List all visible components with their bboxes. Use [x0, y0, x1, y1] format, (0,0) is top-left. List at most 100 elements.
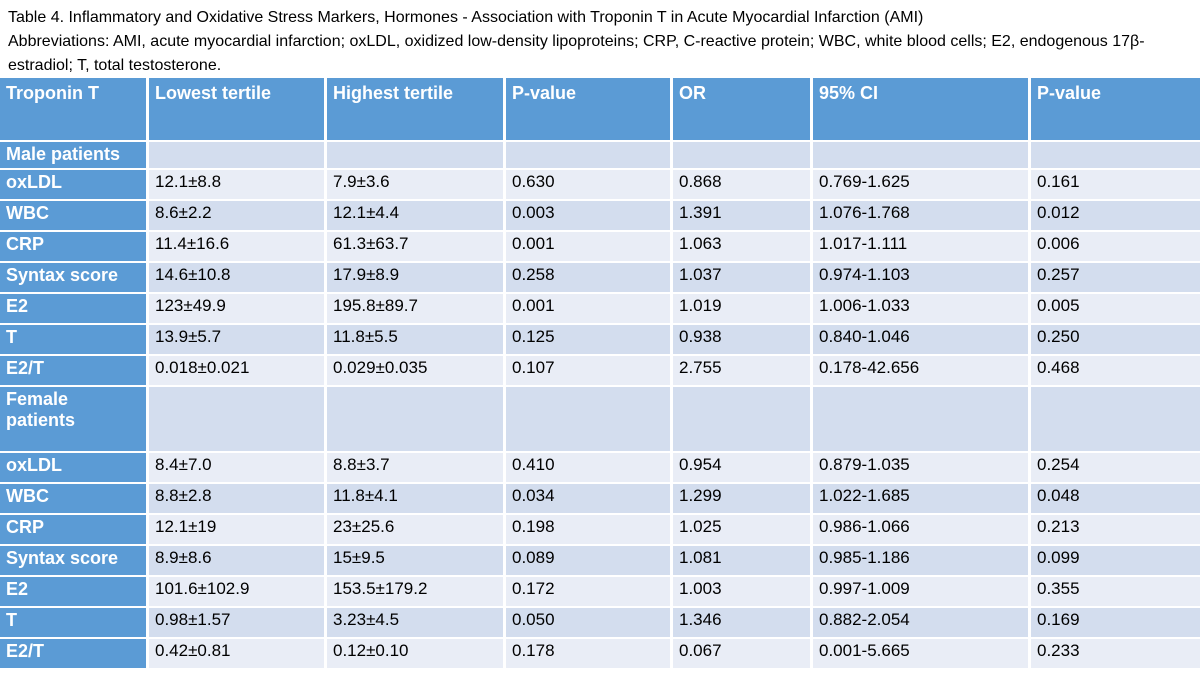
data-cell: 8.8±2.8	[149, 484, 327, 515]
data-cell: 123±49.9	[149, 294, 327, 325]
data-cell: 0.198	[506, 515, 673, 546]
empty-cell	[1031, 387, 1200, 453]
table-row-female-crp: CRP 12.1±19 23±25.6 0.198 1.025 0.986-1.…	[0, 515, 1200, 546]
data-cell: 8.6±2.2	[149, 201, 327, 232]
data-cell: 0.089	[506, 546, 673, 577]
empty-cell	[149, 387, 327, 453]
data-cell: 1.346	[673, 608, 813, 639]
data-cell: 0.882-2.054	[813, 608, 1031, 639]
data-cell: 0.213	[1031, 515, 1200, 546]
table-row-male-syntax: Syntax score 14.6±10.8 17.9±8.9 0.258 1.…	[0, 263, 1200, 294]
table-row-male-e2: E2 123±49.9 195.8±89.7 0.001 1.019 1.006…	[0, 294, 1200, 325]
column-header-or: OR	[673, 78, 813, 142]
data-cell: 1.025	[673, 515, 813, 546]
row-label: CRP	[0, 515, 149, 546]
data-cell: 0.048	[1031, 484, 1200, 515]
data-cell: 0.840-1.046	[813, 325, 1031, 356]
data-cell: 0.986-1.066	[813, 515, 1031, 546]
empty-cell	[327, 142, 506, 170]
data-cell: 0.410	[506, 453, 673, 484]
data-cell: 195.8±89.7	[327, 294, 506, 325]
data-cell: 0.257	[1031, 263, 1200, 294]
data-cell: 0.769-1.625	[813, 170, 1031, 201]
empty-cell	[673, 387, 813, 453]
table-abbreviations: Abbreviations: AMI, acute myocardial inf…	[8, 33, 1145, 74]
table-title: Table 4. Inflammatory and Oxidative Stre…	[8, 9, 924, 26]
row-label: oxLDL	[0, 170, 149, 201]
data-cell: 0.125	[506, 325, 673, 356]
row-label: Syntax score	[0, 263, 149, 294]
data-cell: 0.029±0.035	[327, 356, 506, 387]
data-cell: 0.001	[506, 232, 673, 263]
data-cell: 0.954	[673, 453, 813, 484]
data-cell: 14.6±10.8	[149, 263, 327, 294]
row-label: E2/T	[0, 639, 149, 670]
column-header-troponin-t: Troponin T	[0, 78, 149, 142]
data-cell: 11.4±16.6	[149, 232, 327, 263]
column-header-lowest-tertile: Lowest tertile	[149, 78, 327, 142]
data-cell: 1.037	[673, 263, 813, 294]
row-label: E2	[0, 294, 149, 325]
empty-cell	[506, 142, 673, 170]
data-cell: 0.001-5.665	[813, 639, 1031, 670]
data-cell: 1.019	[673, 294, 813, 325]
data-cell: 0.012	[1031, 201, 1200, 232]
data-cell: 0.178	[506, 639, 673, 670]
data-cell: 0.099	[1031, 546, 1200, 577]
data-cell: 1.022-1.685	[813, 484, 1031, 515]
data-cell: 1.017-1.111	[813, 232, 1031, 263]
data-cell: 0.161	[1031, 170, 1200, 201]
section-row-female: Female patients	[0, 387, 1200, 453]
data-cell: 12.1±19	[149, 515, 327, 546]
data-cell: 0.98±1.57	[149, 608, 327, 639]
table-row-male-e2t: E2/T 0.018±0.021 0.029±0.035 0.107 2.755…	[0, 356, 1200, 387]
section-label: Female patients	[0, 387, 149, 453]
data-cell: 11.8±5.5	[327, 325, 506, 356]
data-cell: 1.299	[673, 484, 813, 515]
row-label: T	[0, 325, 149, 356]
data-cell: 8.8±3.7	[327, 453, 506, 484]
row-label: T	[0, 608, 149, 639]
data-cell: 0.468	[1031, 356, 1200, 387]
data-cell: 0.974-1.103	[813, 263, 1031, 294]
data-cell: 153.5±179.2	[327, 577, 506, 608]
empty-cell	[506, 387, 673, 453]
row-label: CRP	[0, 232, 149, 263]
data-cell: 7.9±3.6	[327, 170, 506, 201]
data-cell: 0.107	[506, 356, 673, 387]
table-row-male-wbc: WBC 8.6±2.2 12.1±4.4 0.003 1.391 1.076-1…	[0, 201, 1200, 232]
row-label: Syntax score	[0, 546, 149, 577]
empty-cell	[813, 387, 1031, 453]
data-cell: 0.258	[506, 263, 673, 294]
row-label: oxLDL	[0, 453, 149, 484]
data-cell: 1.081	[673, 546, 813, 577]
data-cell: 0.050	[506, 608, 673, 639]
data-cell: 0.233	[1031, 639, 1200, 670]
data-cell: 0.034	[506, 484, 673, 515]
row-label: WBC	[0, 201, 149, 232]
section-label: Male patients	[0, 142, 149, 170]
row-label: WBC	[0, 484, 149, 515]
empty-cell	[673, 142, 813, 170]
table-row-female-e2: E2 101.6±102.9 153.5±179.2 0.172 1.003 0…	[0, 577, 1200, 608]
data-cell: 1.076-1.768	[813, 201, 1031, 232]
table-row-male-oxldl: oxLDL 12.1±8.8 7.9±3.6 0.630 0.868 0.769…	[0, 170, 1200, 201]
data-cell: 1.003	[673, 577, 813, 608]
data-cell: 2.755	[673, 356, 813, 387]
results-table: Troponin T Lowest tertile Highest tertil…	[0, 78, 1200, 670]
data-cell: 0.169	[1031, 608, 1200, 639]
empty-cell	[1031, 142, 1200, 170]
table-row-male-t: T 13.9±5.7 11.8±5.5 0.125 0.938 0.840-1.…	[0, 325, 1200, 356]
empty-cell	[149, 142, 327, 170]
data-cell: 15±9.5	[327, 546, 506, 577]
data-cell: 0.355	[1031, 577, 1200, 608]
data-cell: 0.879-1.035	[813, 453, 1031, 484]
data-cell: 0.938	[673, 325, 813, 356]
table-row-female-syntax: Syntax score 8.9±8.6 15±9.5 0.089 1.081 …	[0, 546, 1200, 577]
data-cell: 8.4±7.0	[149, 453, 327, 484]
data-cell: 61.3±63.7	[327, 232, 506, 263]
data-cell: 13.9±5.7	[149, 325, 327, 356]
data-cell: 3.23±4.5	[327, 608, 506, 639]
data-cell: 0.985-1.186	[813, 546, 1031, 577]
